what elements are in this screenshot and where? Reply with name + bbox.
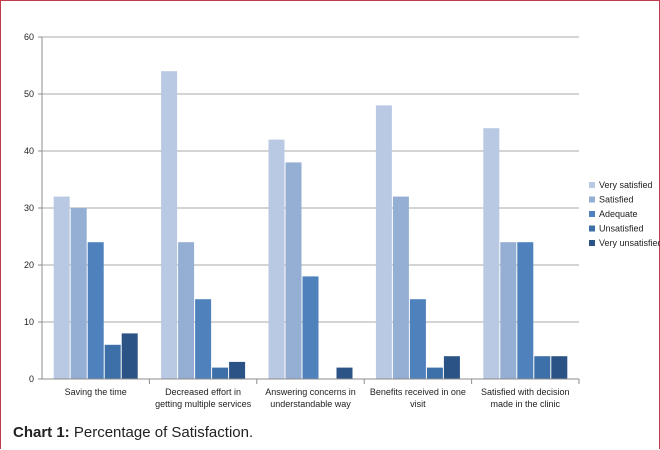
x-tick-label: Satisfied with decision made in the clini… [481,387,570,409]
y-tick-label: 50 [24,89,34,99]
bar [195,299,212,379]
bar [87,242,104,379]
bar [104,344,121,379]
legend-entry: Satisfied [599,195,634,205]
bar [517,242,534,379]
bar [212,367,229,379]
y-tick-label: 10 [24,317,34,327]
bar [426,367,443,379]
legend-entry: Very satisfied [599,180,653,190]
x-tick-label: Decreased effort in getting multiple serv… [155,387,252,409]
x-tick-label: Saving the time [65,387,127,397]
bar [53,196,70,379]
bar [483,128,500,379]
y-tick-label: 30 [24,203,34,213]
legend: Very satisfied Satisfied Adequate Unsatisfi… [589,180,660,248]
bar [336,367,353,379]
bar [409,299,426,379]
bar [178,242,195,379]
caption-text: Percentage of Satisfaction. [69,424,254,441]
bar [285,162,302,379]
legend-entry: Adequate [599,209,638,219]
bar [392,196,409,379]
legend-entry: Very unsatisfied [599,238,660,248]
bar [268,139,285,379]
legend-entry: Unsatisfied [599,224,644,234]
x-tick-label: Benefits received in one visit [370,387,466,409]
axes: 0 10 20 30 40 50 60 Saving the time Decreased ef… [24,32,580,409]
bar [302,276,319,379]
bar [551,356,568,379]
legend-swatch [589,196,595,203]
legend-swatch [589,240,595,246]
y-tick-label: 60 [24,32,34,42]
bar [534,356,551,379]
bar-chart: 0 10 20 30 40 50 60 Saving the time Decreased ef… [24,32,660,409]
legend-swatch [589,182,595,188]
bar [121,333,138,379]
bar [375,105,392,380]
legend-swatch [589,211,595,217]
bars [53,71,568,380]
x-tick-label: Answering concerns in understandable way [265,387,356,409]
caption-lead: Chart 1: [13,424,70,441]
chart-caption: Chart 1: Percentage of Satisfaction. [13,424,253,441]
y-tick-label: 20 [24,260,34,270]
legend-swatch [589,225,595,232]
y-tick-label: 40 [24,146,34,156]
bar [229,361,246,379]
bar [70,208,87,379]
bar [161,71,178,379]
bar [443,356,460,379]
y-tick-label: 0 [29,374,34,384]
bar [500,242,517,379]
